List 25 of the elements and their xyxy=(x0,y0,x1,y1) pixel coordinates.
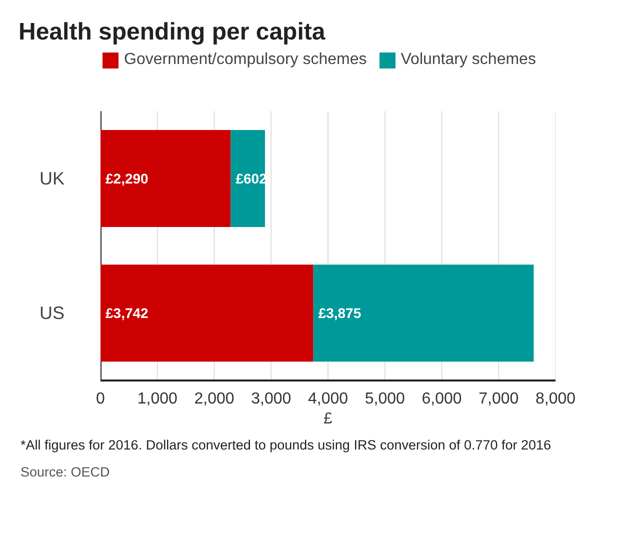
data-label: £2,290 xyxy=(106,170,149,186)
text: *All figures for 2016. Dollars converted to pounds using IRS conversion of 0.770 for 2016 xyxy=(20,438,552,452)
x-tick-label: 6,000 xyxy=(422,390,462,408)
x-tick-label: 0 xyxy=(96,390,106,408)
legend-label: Government/compulsory schemes xyxy=(124,51,367,69)
source-note: Source: OECD xyxy=(20,464,110,480)
legend-label: Voluntary schemes xyxy=(400,51,536,69)
data-label: £602 xyxy=(236,170,268,186)
x-tick-label: 1,000 xyxy=(137,390,178,408)
x-tick-label: 4,000 xyxy=(308,390,348,408)
data-label: £3,742 xyxy=(106,305,149,322)
bar xyxy=(313,264,534,362)
x-tick-label: 7,000 xyxy=(478,390,519,408)
x-tick-label: 3,000 xyxy=(251,390,292,408)
bar xyxy=(230,130,265,227)
chart-title: Health spending per capita xyxy=(18,18,326,46)
y-tick-label: US xyxy=(39,303,65,324)
x-axis-title: £ xyxy=(324,410,333,428)
bar xyxy=(100,264,314,362)
bar xyxy=(100,130,231,227)
x-tick-label: 5,000 xyxy=(364,390,405,408)
x-tick-label: 2,000 xyxy=(194,390,234,408)
x-tick-label: 8,000 xyxy=(535,390,576,408)
y-tick-label: UK xyxy=(39,168,65,188)
data-label: £3,875 xyxy=(318,305,362,322)
